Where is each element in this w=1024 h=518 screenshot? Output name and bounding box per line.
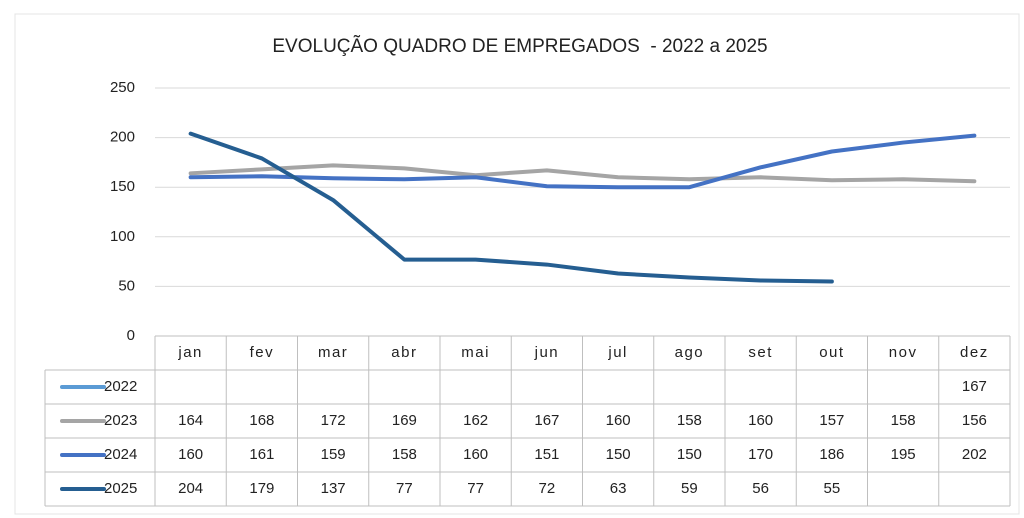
series-line bbox=[188, 133, 977, 190]
table-value: 56 bbox=[752, 480, 769, 497]
table-value: 164 bbox=[178, 412, 203, 429]
series-line bbox=[188, 163, 977, 184]
table-value: 59 bbox=[681, 480, 698, 497]
x-tick-label: abr bbox=[391, 344, 417, 361]
table-value: 169 bbox=[392, 412, 417, 429]
chart-title: EVOLUÇÃO QUADRO DE EMPREGADOS - 2022 a 2… bbox=[272, 35, 767, 57]
table-value: 179 bbox=[249, 480, 274, 497]
table-value: 202 bbox=[962, 446, 987, 463]
table-value: 186 bbox=[819, 446, 844, 463]
table-value: 204 bbox=[178, 480, 203, 497]
y-tick-label: 50 bbox=[118, 277, 135, 294]
table-value: 167 bbox=[534, 412, 559, 429]
x-tick-label: out bbox=[819, 344, 844, 361]
x-tick-label: dez bbox=[960, 344, 989, 361]
table-value: 170 bbox=[748, 446, 773, 463]
table-value: 137 bbox=[321, 480, 346, 497]
table-value: 150 bbox=[606, 446, 631, 463]
legend-label: 2023 bbox=[104, 412, 137, 429]
legend-label: 2022 bbox=[104, 378, 137, 395]
table-value: 162 bbox=[463, 412, 488, 429]
x-tick-label: fev bbox=[250, 344, 275, 361]
x-tick-label: ago bbox=[675, 344, 705, 361]
table-value: 151 bbox=[534, 446, 559, 463]
y-tick-label: 200 bbox=[110, 129, 135, 146]
table-value: 167 bbox=[962, 378, 987, 395]
y-tick-label: 0 bbox=[127, 327, 135, 344]
table-value: 72 bbox=[539, 480, 556, 497]
x-tick-label: jul bbox=[607, 344, 628, 361]
y-tick-label: 250 bbox=[110, 79, 135, 96]
table-value: 77 bbox=[467, 480, 484, 497]
table-value: 161 bbox=[249, 446, 274, 463]
legend-label: 2025 bbox=[104, 480, 137, 497]
y-tick-label: 100 bbox=[110, 228, 135, 245]
x-tick-label: mar bbox=[318, 344, 348, 361]
y-tick-label: 150 bbox=[110, 178, 135, 195]
series-line bbox=[188, 131, 834, 284]
x-tick-label: nov bbox=[889, 344, 918, 361]
table-value: 156 bbox=[962, 412, 987, 429]
table-value: 159 bbox=[321, 446, 346, 463]
table-value: 168 bbox=[249, 412, 274, 429]
x-tick-label: mai bbox=[461, 344, 490, 361]
table-value: 63 bbox=[610, 480, 627, 497]
table-value: 160 bbox=[748, 412, 773, 429]
x-tick-label: jan bbox=[177, 344, 203, 361]
table-value: 150 bbox=[677, 446, 702, 463]
table-value: 172 bbox=[321, 412, 346, 429]
table-value: 77 bbox=[396, 480, 413, 497]
legend-label: 2024 bbox=[104, 446, 137, 463]
chart-frame bbox=[14, 13, 1020, 515]
table-value: 195 bbox=[891, 446, 916, 463]
table-value: 158 bbox=[677, 412, 702, 429]
table-value: 160 bbox=[463, 446, 488, 463]
table-value: 158 bbox=[891, 412, 916, 429]
x-tick-label: jun bbox=[534, 344, 560, 361]
table-value: 160 bbox=[606, 412, 631, 429]
x-tick-label: set bbox=[748, 344, 773, 361]
table-value: 158 bbox=[392, 446, 417, 463]
table-value: 55 bbox=[824, 480, 841, 497]
table-value: 160 bbox=[178, 446, 203, 463]
table-value: 157 bbox=[819, 412, 844, 429]
